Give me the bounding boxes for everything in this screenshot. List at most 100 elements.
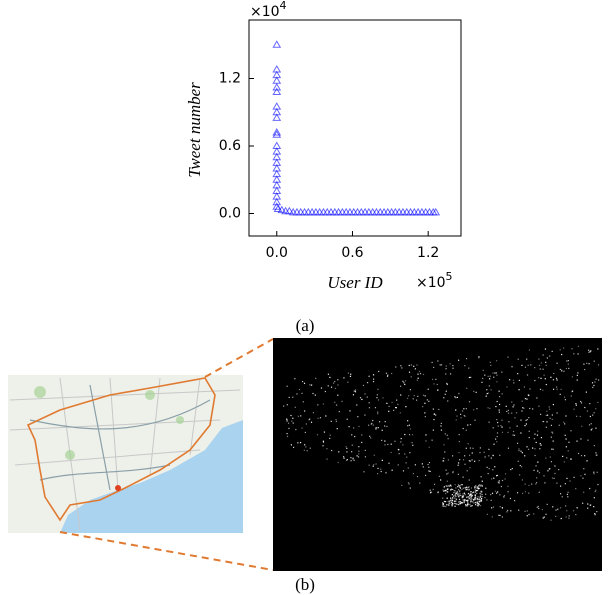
dot xyxy=(538,359,539,360)
dot xyxy=(566,516,567,517)
dot xyxy=(295,407,296,408)
dot xyxy=(586,460,587,461)
dot xyxy=(582,478,583,479)
dot xyxy=(377,389,378,390)
dot xyxy=(381,471,382,472)
dot xyxy=(565,399,566,400)
dot xyxy=(527,510,528,511)
dot xyxy=(433,489,434,490)
dot xyxy=(371,423,372,424)
dot xyxy=(518,448,519,449)
dot xyxy=(490,365,491,366)
dot xyxy=(491,478,492,479)
dot xyxy=(475,485,476,486)
dot xyxy=(417,396,418,397)
dot xyxy=(400,386,401,387)
dot xyxy=(496,375,497,376)
dot xyxy=(493,444,494,445)
dot xyxy=(479,452,480,453)
dot xyxy=(501,372,502,373)
dot xyxy=(575,403,576,404)
dot xyxy=(487,514,488,515)
dot xyxy=(386,403,387,404)
dot xyxy=(287,436,288,437)
dot xyxy=(565,438,566,439)
dot xyxy=(567,492,568,493)
dot xyxy=(499,412,500,413)
dot xyxy=(552,477,553,478)
dot xyxy=(353,427,354,428)
dot xyxy=(330,435,331,436)
dot xyxy=(514,417,515,418)
dot xyxy=(545,362,546,363)
dot xyxy=(448,438,449,439)
dot xyxy=(423,374,424,375)
dot xyxy=(551,449,552,450)
dot xyxy=(545,378,546,379)
dot xyxy=(508,491,509,492)
dot xyxy=(524,511,525,512)
dot xyxy=(457,494,458,495)
dot xyxy=(576,441,577,442)
dot xyxy=(501,427,502,428)
dot xyxy=(554,473,555,474)
dot xyxy=(386,426,387,427)
dot xyxy=(581,402,582,403)
dot xyxy=(291,421,292,422)
dot xyxy=(553,478,554,479)
dot xyxy=(323,403,324,404)
dot xyxy=(417,476,418,477)
dot xyxy=(452,494,453,495)
dot xyxy=(518,510,519,511)
dot xyxy=(382,397,383,398)
dot xyxy=(454,501,455,502)
dot xyxy=(540,389,541,390)
dot xyxy=(588,363,589,364)
dot xyxy=(480,493,481,494)
dot xyxy=(568,450,569,451)
dot xyxy=(569,515,570,516)
dot xyxy=(539,448,540,449)
dot xyxy=(480,486,481,487)
dot xyxy=(388,406,389,407)
dot xyxy=(445,493,446,494)
dot xyxy=(338,462,339,463)
dot xyxy=(458,465,459,466)
dot xyxy=(302,381,303,382)
dot xyxy=(481,494,482,495)
point xyxy=(273,131,280,137)
dot xyxy=(563,347,564,348)
dot xyxy=(437,390,438,391)
dot xyxy=(358,426,359,427)
dot xyxy=(488,422,489,423)
dot xyxy=(402,444,403,445)
dot xyxy=(573,409,574,410)
dot xyxy=(384,425,385,426)
dot xyxy=(358,451,359,452)
dot xyxy=(546,421,547,422)
dot xyxy=(373,464,374,465)
dot xyxy=(556,389,557,390)
dot xyxy=(508,448,509,449)
dot xyxy=(493,506,494,507)
dot xyxy=(377,473,378,474)
dot xyxy=(408,467,409,468)
dot xyxy=(446,473,447,474)
dot xyxy=(500,515,501,516)
dot xyxy=(479,501,480,502)
y-tick-label: 0.0 xyxy=(219,206,241,222)
dot xyxy=(513,404,514,405)
dot xyxy=(451,502,452,503)
dot xyxy=(589,351,590,352)
dot xyxy=(496,381,497,382)
zoom-line xyxy=(205,339,273,377)
dot xyxy=(592,428,593,429)
dot xyxy=(488,455,489,456)
dot xyxy=(478,357,479,358)
dot xyxy=(537,507,538,508)
caption-b: (b) xyxy=(295,575,315,594)
dot xyxy=(428,401,429,402)
dot xyxy=(539,365,540,366)
dot xyxy=(565,435,566,436)
dot xyxy=(458,501,459,502)
